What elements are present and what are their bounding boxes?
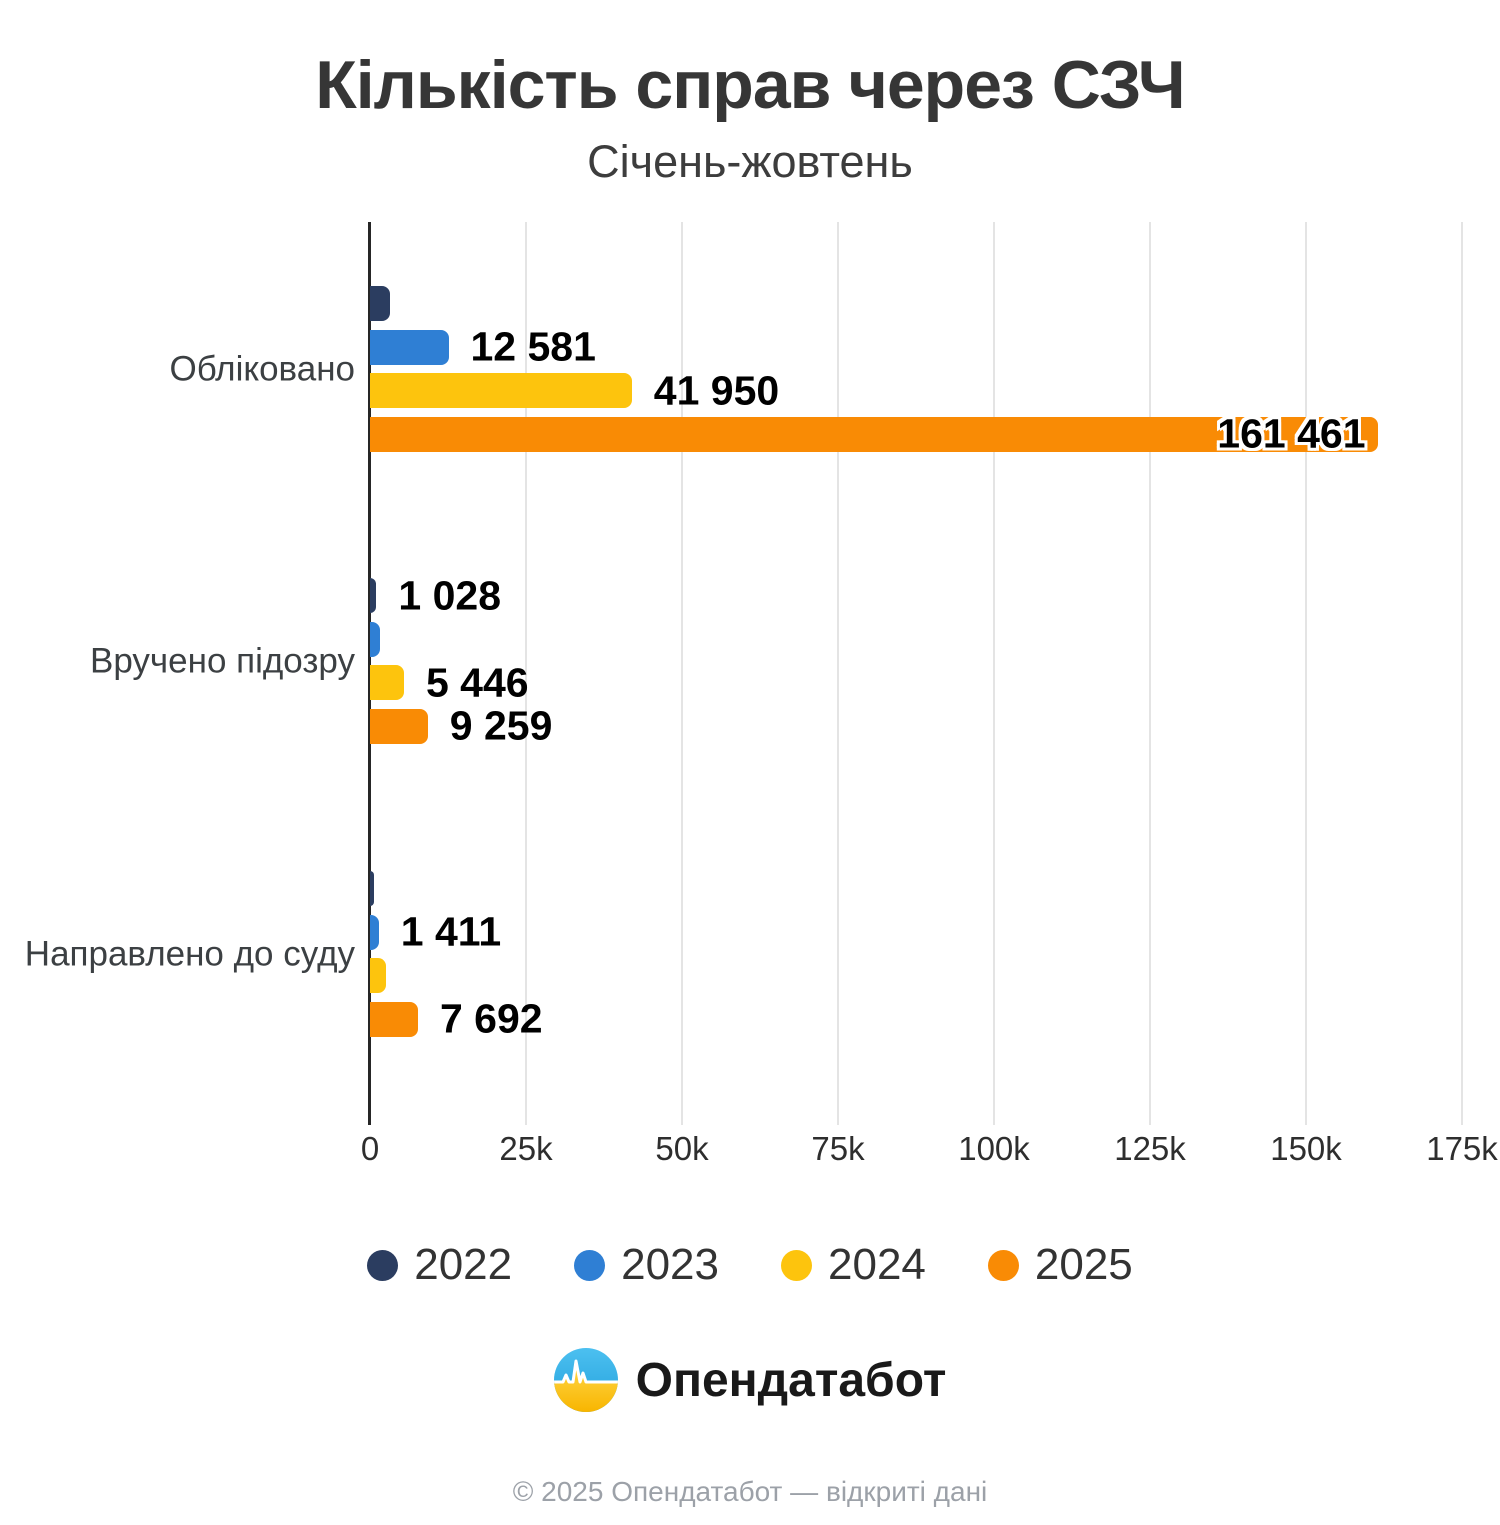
opendatabot-pulse-icon bbox=[553, 1348, 618, 1412]
x-tick-label: 125k bbox=[1114, 1130, 1186, 1167]
category-label: Вручено підозру bbox=[90, 641, 355, 681]
value-label: 7 692 bbox=[439, 995, 543, 1042]
legend-item: 2024 bbox=[781, 1240, 926, 1290]
legend-item: 2022 bbox=[367, 1240, 512, 1290]
x-tick-label: 50k bbox=[655, 1130, 709, 1167]
legend-item: 2025 bbox=[987, 1240, 1133, 1290]
legend-label: 2022 bbox=[414, 1240, 513, 1289]
bar bbox=[370, 286, 390, 321]
gridline bbox=[1149, 222, 1151, 1125]
legend-label: 2023 bbox=[621, 1240, 719, 1289]
bar bbox=[370, 665, 404, 700]
legend-item: 2023 bbox=[574, 1240, 719, 1290]
opendatabot-wordmark: Опендатабот bbox=[635, 1353, 947, 1407]
bar bbox=[370, 708, 428, 744]
x-tick-label: 100k bbox=[958, 1130, 1030, 1167]
opendatabot-brand: Опендатабот bbox=[0, 1348, 1500, 1412]
bar bbox=[370, 958, 386, 993]
value-label: 41 950 bbox=[653, 367, 780, 413]
chart-subtitle: Січень-жовтень bbox=[587, 136, 913, 187]
legend-swatch-icon bbox=[367, 1249, 399, 1281]
gridline bbox=[681, 222, 683, 1125]
bar bbox=[370, 416, 1378, 452]
value-label: 12 581 bbox=[470, 323, 596, 370]
bar bbox=[370, 373, 632, 408]
category-label: Направлено до суду bbox=[24, 934, 355, 974]
legend-swatch-icon bbox=[781, 1249, 812, 1281]
bar bbox=[370, 871, 375, 906]
value-label: 161 461 bbox=[1217, 410, 1366, 457]
x-tick-label: 0 bbox=[360, 1130, 380, 1167]
bar bbox=[370, 914, 379, 950]
gridline bbox=[525, 222, 527, 1125]
bar bbox=[370, 329, 449, 365]
x-tick-label: 75k bbox=[811, 1130, 865, 1167]
bar bbox=[370, 578, 377, 613]
x-tick-label: 175k bbox=[1426, 1130, 1498, 1167]
x-tick-label: 25k bbox=[499, 1130, 553, 1167]
copyright-text: © 2025 Опендатабот — відкриті дані bbox=[512, 1476, 988, 1507]
legend-label: 2024 bbox=[828, 1240, 926, 1289]
value-label: 9 259 bbox=[449, 702, 553, 749]
legend: 2022 2023 2024 2025 bbox=[0, 1240, 1500, 1290]
gridline bbox=[993, 222, 995, 1125]
category-label: Обліковано bbox=[169, 349, 355, 389]
x-axis: 0 25k 50k 75k 100k 125k 150k 175k bbox=[361, 1130, 1498, 1174]
bar bbox=[370, 621, 380, 657]
value-label: 5 446 bbox=[425, 659, 529, 705]
bar-chart-plot-area: 12 581 41 950 161 461 1 028 5 446 9 259 1 411 7… bbox=[368, 222, 1463, 1125]
value-label: 1 028 bbox=[398, 572, 502, 618]
gridline bbox=[1305, 222, 1307, 1125]
gridline bbox=[1461, 222, 1463, 1125]
value-label: 1 411 bbox=[400, 908, 502, 955]
gridline bbox=[837, 222, 839, 1125]
x-tick-label: 150k bbox=[1270, 1130, 1342, 1167]
legend-swatch-icon bbox=[987, 1249, 1019, 1281]
y-axis-line bbox=[368, 222, 371, 1125]
legend-label: 2025 bbox=[1034, 1240, 1133, 1289]
legend-swatch-icon bbox=[574, 1249, 606, 1281]
bar bbox=[370, 1001, 418, 1037]
chart-title: Кількість справ через СЗЧ bbox=[315, 47, 1185, 123]
